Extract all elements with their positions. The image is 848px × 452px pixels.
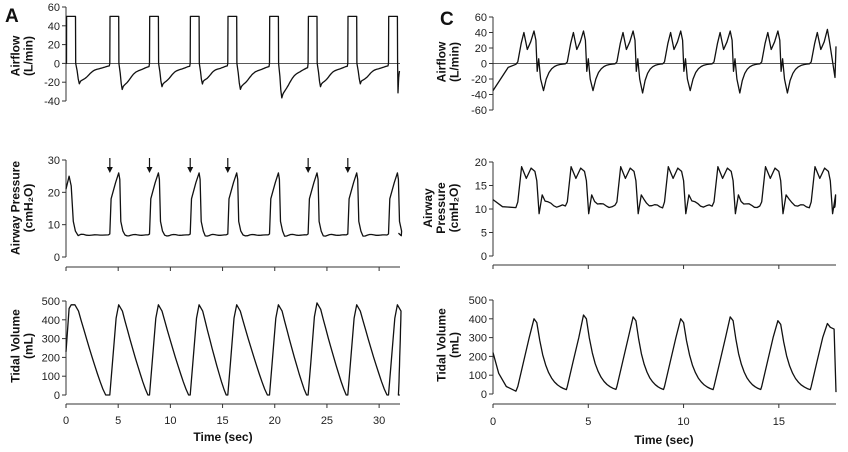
panel-A-pressure-arrow bbox=[187, 158, 194, 173]
panel-C-label: C bbox=[440, 9, 454, 30]
panel-A-xtick-label: 30 bbox=[373, 415, 385, 427]
panel-C-pressure-ylabel: AirwayPressure(cmH₂O) bbox=[421, 182, 461, 234]
panel-A-airflow-ytick-label: 60 bbox=[48, 2, 60, 14]
panel-C-xtick-label: 10 bbox=[677, 416, 689, 428]
panel-C-airflow-ylabel: Airflow(L/min) bbox=[435, 41, 462, 82]
panel-A-xtick-label: 5 bbox=[115, 415, 121, 427]
panel-C-xtick-label: 0 bbox=[490, 416, 496, 428]
panel-C: C Time (sec) -60 -40 -20 0 20 40 60 Airflow(L/m… bbox=[421, 9, 837, 447]
panel-A-volume-ytick-label: 100 bbox=[42, 371, 60, 383]
panel-A-pressure-trace bbox=[65, 172, 403, 237]
panel-A-pressure-arrow bbox=[224, 158, 231, 173]
panel-C-xtick-label: 5 bbox=[585, 416, 591, 428]
panel-C-volume-trace bbox=[492, 314, 837, 393]
panel-C-pressure-trace bbox=[492, 166, 837, 215]
panel-C-pressure-ytick-label: 5 bbox=[481, 228, 487, 240]
panel-C-airflow-ytick-label: -20 bbox=[471, 74, 487, 86]
panel-A-volume-plot: 0 100 200 300 400 500 Tidal Volume(mL) bbox=[9, 296, 402, 402]
panel-C-volume-ytick-label: 300 bbox=[469, 333, 487, 345]
panel-A-airflow-ytick-label: -40 bbox=[44, 96, 60, 108]
panel-C-airflow-ytick-label: 20 bbox=[475, 43, 487, 55]
panel-C-xtick-label: 15 bbox=[773, 416, 785, 428]
panel-A-xtick-label: 25 bbox=[321, 415, 333, 427]
panel-C-pressure-ytick-label: 0 bbox=[481, 251, 487, 263]
panel-A-pressure-ytick-label: 0 bbox=[54, 252, 60, 264]
panel-C-airflow-trace bbox=[492, 28, 837, 94]
panel-A-airflow-ytick-label: 20 bbox=[48, 40, 60, 52]
panel-A-pressure-arrow bbox=[106, 158, 113, 173]
panel-C-pressure-ytick-label: 20 bbox=[475, 157, 487, 169]
panel-C-volume-ytick-label: 500 bbox=[469, 295, 487, 307]
panel-A-airflow-ytick-label: -20 bbox=[44, 77, 60, 89]
panel-A-volume-ytick-label: 400 bbox=[42, 315, 60, 327]
panel-C-volume-ytick-label: 100 bbox=[469, 370, 487, 382]
panel-C-volume-ytick-label: 400 bbox=[469, 314, 487, 326]
panel-A-volume-trace bbox=[65, 302, 402, 396]
panel-A-volume-ytick-label: 500 bbox=[42, 296, 60, 308]
panel-C-airflow-ytick-label: 60 bbox=[475, 12, 487, 24]
panel-A-xtick-label: 15 bbox=[216, 415, 228, 427]
panel-C-airflow-ytick-label: 40 bbox=[475, 28, 487, 40]
panel-A-xtick-label: 10 bbox=[164, 415, 176, 427]
panel-C-airflow-ytick-label: -40 bbox=[471, 90, 487, 102]
panel-C-volume-ytick-label: 0 bbox=[481, 389, 487, 401]
panel-A-pressure-ytick-label: 20 bbox=[48, 187, 60, 199]
panel-A-airflow-ylabel: Airflow(L/min) bbox=[9, 35, 36, 76]
panel-A-pressure-arrow bbox=[344, 158, 351, 173]
panel-A-airflow-trace bbox=[65, 15, 401, 99]
panel-C-airflow-ytick-label: 0 bbox=[481, 59, 487, 71]
panel-A: A Time (sec) -40 -20 0 20 40 60 Airflow(L/min)… bbox=[5, 2, 403, 444]
panel-A-pressure-arrow bbox=[146, 158, 153, 173]
panel-A-pressure-ylabel: Airway Pressure(cmH₂O) bbox=[9, 161, 36, 255]
panel-A-xlabel: Time (sec) bbox=[193, 430, 252, 444]
panel-C-volume-ylabel: Tidal Volume(mL) bbox=[435, 308, 462, 382]
panel-A-volume-ylabel: Tidal Volume(mL) bbox=[9, 309, 36, 383]
panel-C-pressure-plot: 0 5 10 15 20 AirwayPressure(cmH₂O) bbox=[421, 157, 837, 269]
panel-A-pressure-plot: 0 10 20 30 Airway Pressure(cmH₂O) bbox=[9, 155, 403, 271]
panel-A-pressure-ytick-label: 10 bbox=[48, 220, 60, 232]
panel-A-volume-ytick-label: 0 bbox=[54, 390, 60, 402]
panel-A-xtick-label: 20 bbox=[269, 415, 281, 427]
panel-A-airflow-ytick-label: 40 bbox=[48, 21, 60, 33]
panel-C-pressure-ytick-label: 15 bbox=[475, 181, 487, 193]
panel-C-pressure-ytick-label: 10 bbox=[475, 204, 487, 216]
panel-A-pressure-ytick-label: 30 bbox=[48, 155, 60, 167]
panel-A-label: A bbox=[5, 6, 19, 27]
panel-A-volume-ytick-label: 200 bbox=[42, 352, 60, 364]
panel-C-volume-ytick-label: 200 bbox=[469, 351, 487, 363]
panel-C-volume-plot: 0 100 200 300 400 500 Tidal Volume(mL) bbox=[435, 295, 837, 401]
panel-C-airflow-plot: -60 -40 -20 0 20 40 60 Airflow(L/min) bbox=[435, 12, 837, 117]
panel-A-pressure-arrow bbox=[305, 158, 312, 173]
panel-A-airflow-ytick-label: 0 bbox=[54, 58, 60, 70]
panel-A-xtick-label: 0 bbox=[63, 415, 69, 427]
panel-A-airflow-plot: -40 -20 0 20 40 60 Airflow(L/min) bbox=[9, 2, 401, 108]
panel-A-volume-ytick-label: 300 bbox=[42, 334, 60, 346]
panel-C-xlabel: Time (sec) bbox=[634, 433, 693, 447]
panel-C-airflow-ytick-label: -60 bbox=[471, 105, 487, 117]
